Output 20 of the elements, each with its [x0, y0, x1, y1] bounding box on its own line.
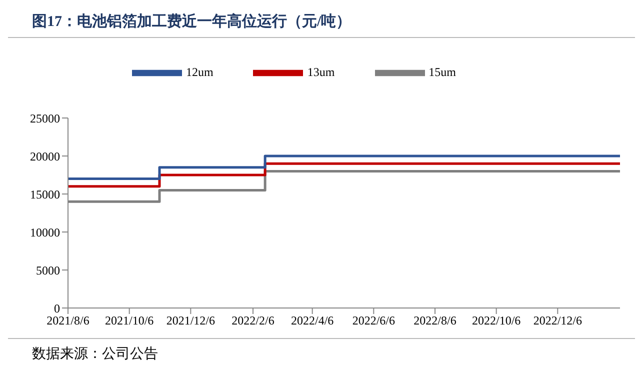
legend-label: 12um [186, 64, 214, 79]
x-tick-label: 2022/12/6 [533, 314, 582, 328]
x-tick-label: 2022/8/6 [414, 314, 456, 328]
y-tick-label: 25000 [30, 111, 60, 126]
x-tick-label: 2021/8/6 [46, 314, 90, 328]
legend-label: 13um [307, 64, 335, 79]
x-tick-label: 2022/10/6 [472, 314, 521, 328]
y-tick-label: 0 [54, 301, 60, 316]
x-tick-label: 2021/10/6 [104, 314, 154, 328]
x-tick-label: 2022/2/6 [232, 314, 274, 328]
legend-label: 15um [428, 64, 456, 79]
y-tick-label: 10000 [30, 225, 60, 240]
y-tick-label: 20000 [30, 149, 60, 164]
x-tick-label: 2022/6/6 [352, 314, 395, 328]
chart-title: 图17：电池铝箔加工费近一年高位运行（元/吨） [8, 8, 635, 38]
y-tick-label: 15000 [30, 187, 60, 202]
source-note: 数据来源：公司公告 [32, 345, 159, 363]
y-tick-label: 5000 [36, 263, 60, 278]
x-tick-label: 2021/12/6 [166, 314, 216, 328]
x-tick-label: 2022/4/6 [290, 314, 334, 328]
